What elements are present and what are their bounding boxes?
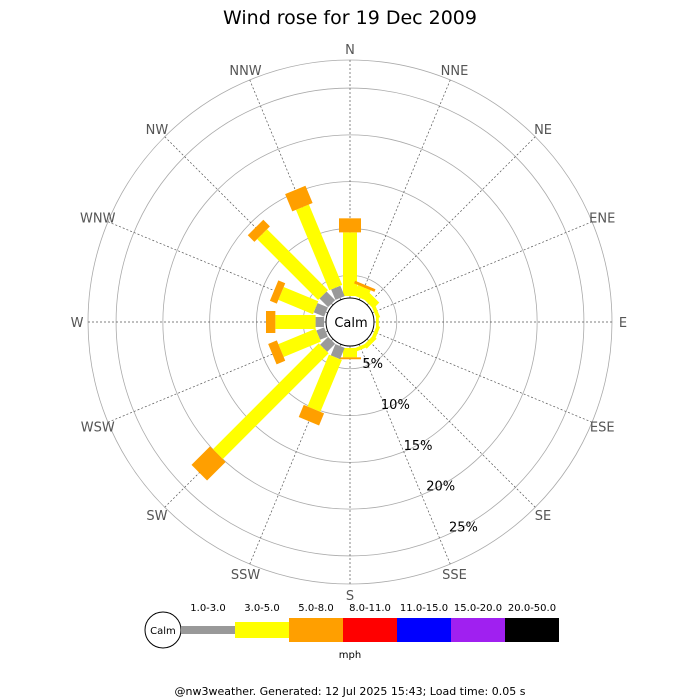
bar-group-ne xyxy=(363,292,380,309)
bar-wnw-3.0-5.0 xyxy=(278,286,319,315)
bar-group-ene xyxy=(371,304,381,319)
bar-nnw-1.0-3.0 xyxy=(331,285,345,300)
direction-label-ene: ENE xyxy=(589,212,615,227)
direction-label-wsw: WSW xyxy=(81,420,115,435)
direction-labels: N NNE NE ENE E ESE SE SSE S SSW SW WSW W WNW NW NNW xyxy=(71,43,628,604)
direction-label-sw: SW xyxy=(146,509,167,524)
bar-nne-5.0-8.0 xyxy=(354,280,376,292)
bar-w-5.0-8.0 xyxy=(265,311,276,333)
chart-title: Wind rose for 19 Dec 2009 xyxy=(223,7,477,29)
bar-s-5.0-8.0 xyxy=(339,357,361,360)
bar-group-sw xyxy=(191,336,336,481)
bar-nw-1.0-3.0 xyxy=(319,291,336,308)
bar-wsw-5.0-8.0 xyxy=(268,340,286,365)
legend-label-1: 3.0-5.0 xyxy=(244,603,279,614)
footer-text: @nw3weather. Generated: 12 Jul 2025 15:4… xyxy=(175,685,526,698)
bar-group-n xyxy=(339,218,361,296)
bar-n-3.0-5.0 xyxy=(343,232,357,296)
legend-swatch-3 xyxy=(343,618,397,642)
direction-label-e: E xyxy=(619,316,627,331)
bar-wsw-1.0-3.0 xyxy=(316,327,328,340)
legend-label-5: 15.0-20.0 xyxy=(454,603,502,614)
bar-nw-5.0-8.0 xyxy=(247,219,270,242)
bar-n-5.0-8.0 xyxy=(339,218,361,233)
bar-ssw-1.0-3.0 xyxy=(330,344,345,360)
bar-group-nnw xyxy=(285,185,345,300)
legend-calm-label: Calm xyxy=(150,626,176,637)
bar-sw-3.0-5.0 xyxy=(212,343,329,460)
ring-label-5: 5% xyxy=(362,357,383,372)
bar-ssw-5.0-8.0 xyxy=(298,404,325,426)
bar-nnw-3.0-5.0 xyxy=(295,204,343,291)
bar-group-s xyxy=(339,348,361,360)
calm-label: Calm xyxy=(334,316,367,331)
spoke-ene xyxy=(349,221,593,323)
direction-label-nnw: NNW xyxy=(229,64,261,79)
bar-w-3.0-5.0 xyxy=(275,315,316,329)
spoke-ne xyxy=(349,136,536,323)
legend-swatch-4 xyxy=(397,618,451,642)
legend-label-4: 11.0-15.0 xyxy=(400,603,448,614)
legend-label-6: 20.0-50.0 xyxy=(508,603,556,614)
legend-label-2: 5.0-8.0 xyxy=(298,603,333,614)
direction-label-n: N xyxy=(345,43,355,58)
bar-wsw-3.0-5.0 xyxy=(278,328,321,358)
bar-sw-5.0-8.0 xyxy=(191,446,226,481)
legend-swatch-1 xyxy=(235,622,289,638)
ring-label-20: 20% xyxy=(426,480,455,495)
bar-w-1.0-3.0 xyxy=(315,317,325,327)
wind-rose-bars xyxy=(191,185,381,481)
bar-s-3.0-5.0 xyxy=(343,348,357,358)
calm-center: Calm xyxy=(325,297,375,347)
bar-sw-1.0-3.0 xyxy=(320,336,336,352)
direction-label-s: S xyxy=(346,589,354,604)
legend-swatch-6 xyxy=(505,618,559,642)
legend-label-0: 1.0-3.0 xyxy=(190,603,225,614)
bar-ene-3.0-5.0 xyxy=(371,304,381,319)
calm-circle xyxy=(325,297,375,347)
bar-group-wsw xyxy=(268,327,328,365)
legend-label-3: 8.0-11.0 xyxy=(349,603,391,614)
direction-label-nne: NNE xyxy=(441,64,469,79)
direction-label-nw: NW xyxy=(146,123,169,138)
direction-label-ne: NE xyxy=(534,123,552,138)
direction-label-sse: SSE xyxy=(442,568,467,583)
bar-group-ssw xyxy=(298,344,345,426)
speed-legend: Calm mph 1.0-3.0 3.0-5.0 5.0-8.0 8.0-11.0 11… xyxy=(144,603,559,661)
direction-label-ese: ESE xyxy=(590,420,615,435)
bar-nnw-5.0-8.0 xyxy=(285,185,313,212)
bar-ssw-3.0-5.0 xyxy=(307,354,342,412)
radial-tick-labels: 5% 10% 15% 20% 25% xyxy=(362,357,477,536)
ring-label-10: 10% xyxy=(381,398,410,413)
direction-label-w: W xyxy=(71,316,84,331)
bar-sse-3.0-5.0 xyxy=(353,343,368,353)
direction-label-ssw: SSW xyxy=(231,568,261,583)
ring-label-25: 25% xyxy=(449,521,478,536)
bar-group-w xyxy=(265,311,325,333)
bar-group-nw xyxy=(247,219,336,308)
direction-label-wnw: WNW xyxy=(80,212,116,227)
bar-wnw-5.0-8.0 xyxy=(269,280,286,304)
legend-swatch-5 xyxy=(451,618,505,642)
bar-nw-3.0-5.0 xyxy=(257,229,328,300)
ring-label-15: 15% xyxy=(404,439,433,454)
direction-label-se: SE xyxy=(535,509,551,524)
legend-swatch-0 xyxy=(181,626,235,634)
grid-ring-20 xyxy=(162,134,538,510)
bar-group-wnw xyxy=(269,280,328,317)
bar-group-sse xyxy=(353,343,368,353)
bar-wnw-1.0-3.0 xyxy=(313,303,328,317)
bar-ne-3.0-5.0 xyxy=(363,292,380,309)
legend-units: mph xyxy=(339,650,361,661)
legend-swatch-2 xyxy=(289,618,343,642)
